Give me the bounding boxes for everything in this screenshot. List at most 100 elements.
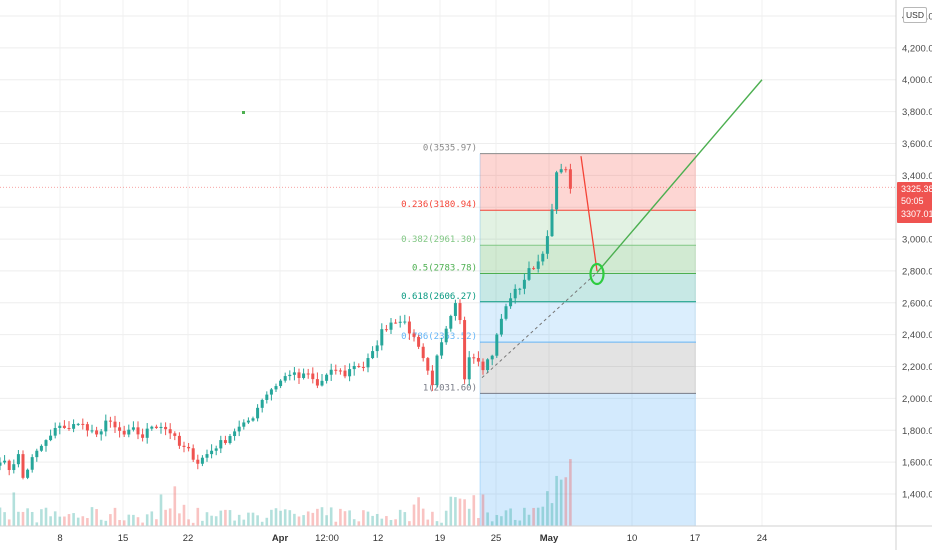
volume-bar bbox=[247, 512, 250, 526]
volume-bar bbox=[343, 511, 347, 526]
candle-body bbox=[136, 427, 140, 435]
last-price-badge bbox=[897, 182, 932, 223]
candle-body bbox=[288, 374, 292, 377]
time-axis[interactable]: 8 15 22 Apr 12:00 12 19 25 May 10 17 24 bbox=[0, 525, 932, 544]
time-tick: 8 bbox=[57, 533, 62, 544]
candle-body bbox=[476, 357, 480, 362]
candle-body bbox=[463, 320, 467, 380]
candle-body bbox=[279, 380, 283, 387]
volume-bar bbox=[164, 509, 167, 526]
candle-body bbox=[371, 351, 375, 359]
fibonacci-retracement[interactable]: 0(3535.97) 0.236(3180.94) 0.382(2961.30) 0.… bbox=[401, 144, 696, 526]
volume-bar bbox=[173, 486, 177, 526]
volume-bar bbox=[270, 509, 273, 526]
candle-body bbox=[237, 426, 241, 432]
price-tick: 1,800.00 bbox=[902, 426, 932, 437]
price-tick: 2,400.00 bbox=[902, 330, 932, 341]
candle-body bbox=[159, 426, 163, 428]
candle-body bbox=[522, 279, 526, 289]
volume-bar bbox=[53, 511, 57, 526]
candle-body bbox=[453, 303, 457, 316]
candle-body bbox=[3, 460, 7, 463]
volume-bar bbox=[288, 510, 292, 526]
volume-bar bbox=[550, 503, 554, 526]
volume-bar bbox=[90, 507, 94, 526]
volume-bar bbox=[394, 519, 397, 526]
volume-bar bbox=[316, 508, 319, 526]
volume-bar bbox=[155, 519, 158, 526]
candle-body bbox=[265, 394, 269, 400]
candle-body bbox=[495, 334, 499, 356]
volume-bar bbox=[210, 515, 213, 526]
fib-level-label: 1(2031.60) bbox=[423, 383, 477, 393]
candle-body bbox=[559, 169, 563, 173]
candle-body bbox=[223, 440, 227, 444]
volume-bar bbox=[201, 520, 204, 526]
volume-bar bbox=[178, 513, 181, 526]
candle-body bbox=[449, 315, 453, 329]
candle-body bbox=[426, 358, 430, 371]
price-tick: 1,400.00 bbox=[902, 490, 932, 501]
volume-bar bbox=[219, 510, 223, 526]
candle-body bbox=[348, 369, 352, 377]
volume-bar bbox=[127, 514, 131, 526]
candle-body bbox=[458, 303, 462, 321]
price-tick: 2,200.00 bbox=[902, 362, 932, 373]
volume-bar bbox=[380, 518, 384, 526]
price-tick: 3,600.00 bbox=[902, 139, 932, 150]
candle-body bbox=[509, 298, 513, 307]
time-tick: 12 bbox=[373, 533, 384, 544]
volume-bar bbox=[431, 511, 434, 526]
candle-body bbox=[256, 407, 260, 419]
volume-bar bbox=[58, 516, 62, 526]
volume-bar bbox=[417, 497, 420, 526]
volume-bar bbox=[141, 522, 144, 526]
candle-body bbox=[398, 321, 402, 323]
volume-bar bbox=[191, 522, 195, 526]
candle-body bbox=[269, 389, 273, 395]
price-tick: 3,000.00 bbox=[902, 235, 932, 246]
drawings[interactable] bbox=[0, 79, 896, 379]
candle-body bbox=[568, 169, 572, 189]
candle-body bbox=[104, 420, 108, 432]
fib-zone bbox=[480, 342, 696, 394]
candle-body bbox=[210, 450, 214, 455]
candle-body bbox=[200, 457, 204, 464]
volume-bar bbox=[283, 509, 287, 526]
candle-body bbox=[380, 329, 384, 346]
fib-level-label: 0.786(2353.52) bbox=[401, 332, 477, 342]
volume-bar bbox=[17, 511, 20, 526]
volume-bar bbox=[86, 518, 89, 526]
price-tick: 1,600.00 bbox=[902, 458, 932, 469]
candle-body bbox=[16, 454, 20, 465]
volume-bar bbox=[555, 475, 558, 526]
volume-bar bbox=[196, 507, 200, 526]
price-axis[interactable]: 4,400.004,200.004,000.003,800.003,600.00… bbox=[895, 0, 932, 550]
volume-bar bbox=[440, 522, 443, 526]
candle-body bbox=[145, 428, 149, 438]
volume-bar bbox=[159, 494, 163, 526]
fib-level-label: 0.618(2606.27) bbox=[401, 292, 477, 302]
candle-body bbox=[467, 357, 471, 380]
volume-bar bbox=[532, 507, 535, 526]
volume-bar bbox=[104, 520, 108, 526]
volume-bar bbox=[35, 522, 39, 526]
candle-body bbox=[366, 358, 370, 368]
candle-body bbox=[214, 448, 218, 451]
candle-body bbox=[81, 423, 85, 425]
volume-bar bbox=[132, 514, 135, 526]
candle-body bbox=[504, 306, 508, 319]
volume-bar bbox=[99, 519, 103, 526]
candle-body bbox=[338, 370, 342, 372]
price-tick: 3,800.00 bbox=[902, 107, 932, 118]
candle-body bbox=[118, 427, 122, 431]
candle-body bbox=[141, 434, 145, 438]
candle-body bbox=[191, 448, 195, 460]
currency-label[interactable]: USD bbox=[903, 7, 927, 23]
volume-bar bbox=[375, 513, 379, 526]
candle-body bbox=[99, 431, 103, 435]
candle-body bbox=[375, 345, 379, 352]
candle-body bbox=[545, 236, 549, 254]
candle-body bbox=[187, 446, 191, 449]
